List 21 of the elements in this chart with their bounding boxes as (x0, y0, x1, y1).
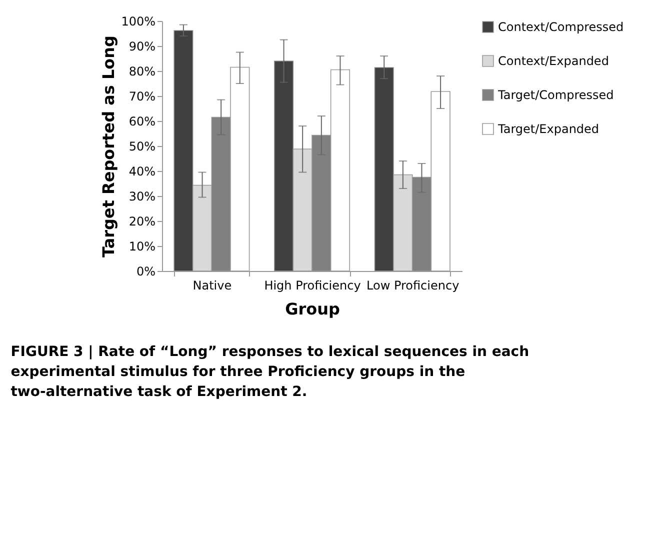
legend-label: Target/Compressed (497, 88, 614, 102)
y-axis-title: Target Reported as Long (99, 35, 118, 258)
x-tick-label: Low Proficiency (366, 278, 460, 292)
x-axis-title: Group (285, 300, 340, 318)
y-tick-label: 80% (128, 64, 156, 78)
y-tick-label: 20% (128, 214, 156, 228)
y-tick-label: 50% (128, 140, 156, 154)
legend-label: Context/Expanded (498, 54, 609, 68)
y-tick-label: 70% (128, 90, 156, 104)
y-tick-label: 40% (128, 164, 156, 178)
legend-label: Context/Compressed (498, 20, 624, 34)
y-tick-label: 10% (128, 240, 156, 254)
y-tick-label: 60% (128, 114, 156, 128)
x-tick-label: High Proficiency (264, 278, 361, 292)
legend-label: Target/Expanded (497, 122, 600, 136)
y-tick-label: 90% (128, 40, 156, 54)
caption: FIGURE 3 | Rate of “Long” responses to lexical sequences in each experimental stimulus for three Proficiency groups in the two-alternative task of Experiment 2. (10, 344, 530, 400)
y-tick-label: 100% (121, 14, 156, 28)
y-tick-label: 0% (136, 264, 156, 278)
x-tick-label: Native (192, 278, 232, 292)
y-tick-label: 30% (128, 190, 156, 204)
